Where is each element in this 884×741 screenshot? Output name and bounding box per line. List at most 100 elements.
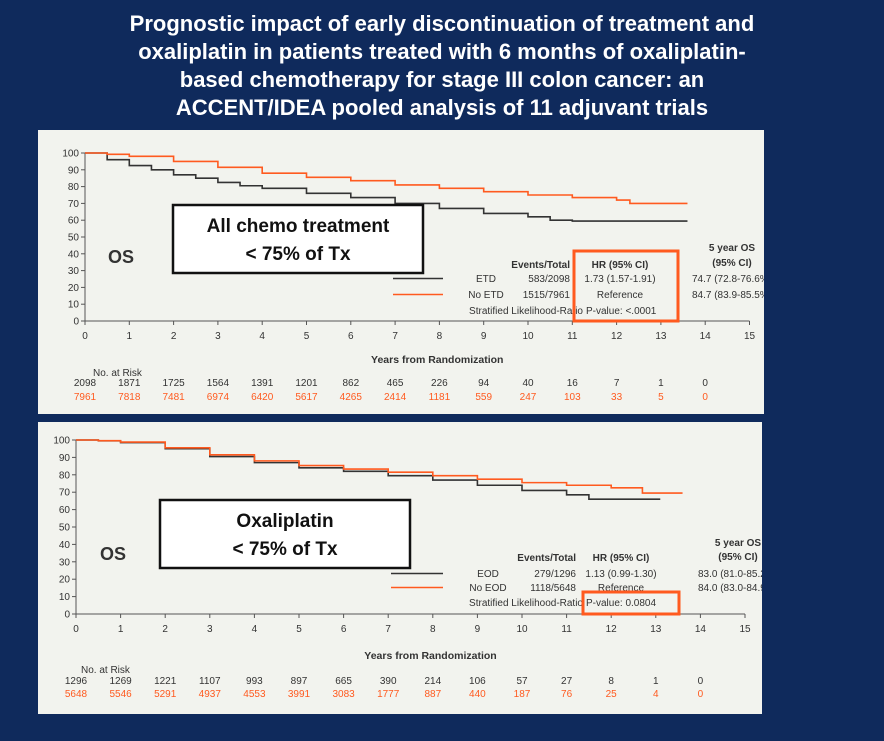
at-risk-value: 5648 [65,689,88,700]
at-risk-value: 1296 [65,676,88,687]
callout-text: All chemo treatment [207,216,390,237]
x-tick-label: 14 [700,331,712,342]
at-risk-value: 16 [567,378,579,389]
at-risk-value: 465 [387,378,404,389]
legend-series-name: EOD [477,569,499,580]
legend-header-os-ci: (95% CI) [712,258,751,269]
legend-header-hr: HR (95% CI) [592,260,649,271]
chart-panel-oxaliplatin: 0 10 20 30 40 50 60 70 80 90 100 0 1 2 3 4 5 6 7 8 9 10 11 12 13… [38,422,762,714]
series-line-no-etd [85,152,688,205]
x-tick-label: 6 [341,624,347,635]
at-risk-value: 6420 [251,392,274,403]
at-risk-value: 1777 [377,689,400,700]
legend-series-name: No ETD [468,290,504,301]
legend-os5: 83.0 (81.0-85.2%) [698,569,762,580]
at-risk-value: 897 [291,676,308,687]
x-tick-label: 11 [561,624,572,635]
at-risk-value: 2414 [384,392,407,403]
callout-box [171,203,425,275]
at-risk-value: 187 [514,689,531,700]
at-risk-label: No. at Risk [81,665,131,676]
callout-box [158,498,412,570]
at-risk-value: 5291 [154,689,177,700]
x-tick-label: 4 [259,331,265,342]
y-tick-label: 50 [68,233,80,244]
y-tick-label: 20 [68,283,80,294]
legend-os5: 84.0 (83.0-84.9%) [698,583,762,594]
x-tick-label: 11 [567,331,578,342]
x-tick-label: 7 [385,624,391,635]
at-risk-value: 214 [424,676,441,687]
legend-hr: 1.13 (0.99-1.30) [585,569,656,580]
x-tick-label: 1 [118,624,124,635]
at-risk-value: 1107 [199,676,221,687]
x-tick-label: 2 [162,624,168,635]
x-tick-label: 8 [437,331,443,342]
legend-header-os: 5 year OS [709,243,755,254]
x-tick-label: 8 [430,624,436,635]
legend-header-events: Events/Total [517,553,576,564]
at-risk-value: 665 [335,676,352,687]
at-risk-value: 103 [564,392,581,403]
at-risk-value: 1564 [207,378,230,389]
at-risk-value: 7481 [162,392,185,403]
x-axis-label: Years from Randomization [364,650,496,662]
at-risk-value: 5617 [295,392,318,403]
legend-events: 583/2098 [528,274,570,285]
os-label: OS [108,247,134,267]
at-risk-value: 3991 [288,689,311,700]
series-line-no-eod [76,439,683,494]
at-risk-value: 993 [246,676,263,687]
legend-series-name: No EOD [469,583,506,594]
slide-title: Prognostic impact of early discontinuati… [20,10,864,122]
x-tick-label: 5 [304,331,310,342]
y-tick-label: 30 [68,266,80,277]
series-line-etd [85,152,688,222]
legend-events: 279/1296 [534,569,576,580]
legend-header-hr: HR (95% CI) [593,553,650,564]
y-tick-label: 70 [68,199,80,210]
legend-header-events: Events/Total [511,260,570,271]
legend-os5: 84.7 (83.9-85.5%) [692,290,764,301]
y-tick-label: 80 [68,182,80,193]
legend-series-name: ETD [476,274,496,285]
callout-text: < 75% of Tx [245,244,350,265]
at-risk-value: 887 [424,689,441,700]
legend-footer-test: Stratified Likelihood-Ratio [469,598,583,609]
highlight-box [581,590,681,616]
title-line: oxaliplatin in patients treated with 6 m… [138,39,746,64]
at-risk-value: 7 [614,378,620,389]
os-label: OS [100,544,126,564]
p-value: P-value: <.0001 [586,306,657,317]
at-risk-value: 1725 [162,378,185,389]
title-line: Prognostic impact of early discontinuati… [129,11,755,36]
at-risk-value: 76 [561,689,573,700]
at-risk-value: 3083 [332,689,355,700]
at-risk-value: 390 [380,676,397,687]
at-risk-value: 7818 [118,392,141,403]
y-tick-label: 10 [68,300,80,311]
at-risk-value: 0 [698,676,704,687]
callout-text: < 75% of Tx [232,539,337,560]
at-risk-value: 4265 [340,392,363,403]
y-tick-label: 90 [59,453,71,464]
at-risk-value: 57 [516,676,528,687]
legend-os5: 74.7 (72.8-76.6%) [692,274,764,285]
x-tick-label: 10 [516,624,528,635]
x-tick-label: 12 [611,331,623,342]
x-tick-label: 3 [207,624,213,635]
at-risk-value: 1269 [109,676,132,687]
title-line: ACCENT/IDEA pooled analysis of 11 adjuva… [175,95,709,120]
at-risk-value: 4937 [199,689,222,700]
at-risk-value: 4 [653,689,659,700]
at-risk-value: 226 [431,378,448,389]
x-tick-label: 6 [348,331,354,342]
y-tick-label: 100 [62,149,79,160]
y-tick-label: 40 [59,540,71,551]
x-tick-label: 2 [171,331,177,342]
x-tick-label: 14 [695,624,707,635]
at-risk-value: 1201 [295,378,318,389]
legend-events: 1118/5648 [530,583,576,594]
x-tick-label: 12 [606,624,618,635]
